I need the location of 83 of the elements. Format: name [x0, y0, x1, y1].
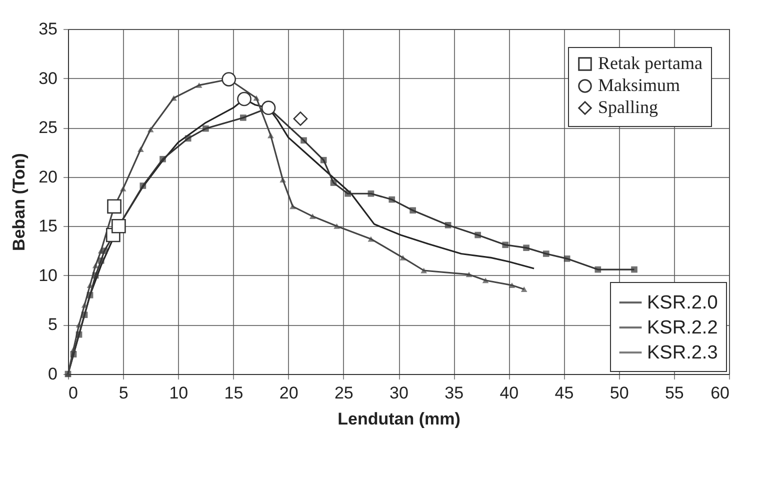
point [147, 126, 154, 132]
point [107, 199, 122, 214]
point [98, 248, 104, 254]
point [170, 95, 177, 101]
point [70, 346, 77, 352]
legend-label: Maksimum [598, 75, 680, 95]
point [268, 132, 274, 138]
point [466, 272, 472, 278]
x-tick-label: 20 [279, 384, 298, 402]
point [81, 312, 88, 318]
point [482, 278, 489, 284]
point [290, 204, 296, 210]
point [76, 331, 82, 338]
point [140, 182, 146, 189]
point [388, 196, 396, 203]
point [344, 190, 351, 197]
point [112, 218, 126, 234]
point [92, 272, 99, 279]
point [160, 156, 166, 162]
point [222, 72, 236, 86]
point [520, 286, 528, 292]
legend-label: KSR.2.3 [647, 342, 718, 364]
x-tick-label: 5 [118, 384, 128, 402]
y-tick-label: 20 [38, 167, 58, 186]
x-tick-label: 40 [500, 384, 519, 402]
y-tick-label: 35 [38, 20, 58, 38]
legend-label: KSR.2.2 [647, 318, 718, 338]
point [300, 137, 307, 144]
point [280, 177, 286, 183]
point [334, 223, 340, 229]
point [320, 156, 327, 164]
legend-label: KSR.2.0 [647, 292, 718, 314]
x-axis-title: Lendutan (mm) [338, 410, 460, 428]
point [594, 266, 602, 273]
x-tick-label: 15 [224, 384, 244, 402]
point [253, 95, 260, 101]
x-tick-label: 10 [169, 384, 188, 402]
point [309, 214, 316, 220]
x-tick-label: 55 [664, 384, 684, 402]
point [184, 135, 192, 142]
point [410, 207, 416, 214]
point [237, 92, 252, 106]
point [202, 125, 209, 132]
x-tick-label: 60 [710, 384, 730, 402]
point [400, 254, 406, 260]
point [138, 146, 144, 152]
y-tick-label: 30 [38, 68, 58, 88]
point [542, 250, 550, 257]
point [120, 186, 126, 192]
x-tick-label: 30 [390, 384, 408, 402]
point [502, 242, 509, 248]
point [98, 257, 104, 264]
x-tick-label: 50 [610, 384, 629, 402]
point [261, 100, 276, 116]
point [508, 282, 516, 288]
point [368, 236, 374, 242]
point [523, 244, 530, 251]
point [81, 302, 88, 308]
point [92, 262, 99, 268]
point [474, 232, 481, 238]
point [86, 292, 94, 298]
x-tick-label: 35 [444, 384, 464, 402]
point [240, 114, 246, 121]
y-tick-label: 15 [38, 216, 58, 236]
y-tick-label: 10 [38, 266, 58, 285]
legend-label: Spalling [598, 97, 658, 117]
y-tick-label: 25 [38, 118, 58, 138]
x-tick-label: 0 [68, 384, 78, 402]
y-tick-label: 5 [48, 315, 58, 334]
point [196, 82, 202, 88]
y-axis-title: Beban (Ton) [10, 153, 29, 251]
point [86, 282, 94, 288]
point [330, 180, 337, 186]
point [420, 268, 427, 274]
point [76, 322, 82, 328]
legend-label: Retak pertama [598, 53, 702, 73]
point [631, 266, 638, 273]
point [564, 256, 570, 262]
x-tick-label: 25 [334, 384, 354, 402]
y-tick-label: 0 [48, 364, 58, 384]
point [444, 222, 452, 228]
x-tick-label: 45 [554, 384, 574, 402]
point [368, 190, 374, 197]
